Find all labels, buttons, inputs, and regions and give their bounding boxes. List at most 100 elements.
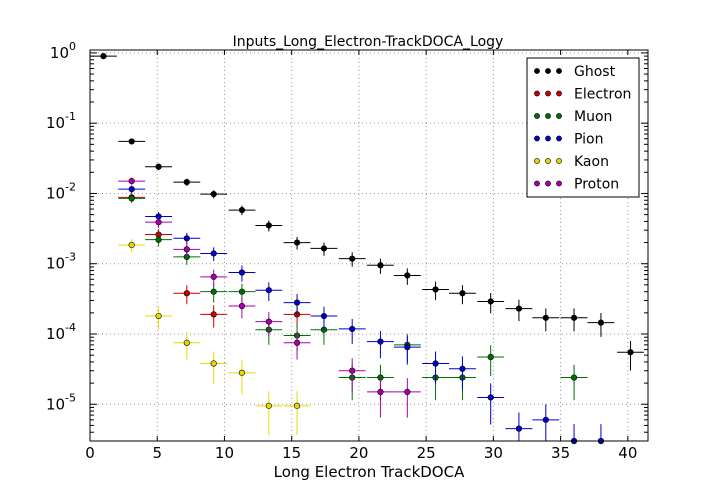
legend-item-pion: Pion (534, 132, 603, 148)
x-tick-label: 25 (417, 444, 436, 462)
data-point (404, 272, 411, 279)
y-tick-exponent: 0 (69, 40, 76, 53)
data-point (210, 190, 217, 198)
data-point (128, 186, 135, 193)
data-point (183, 339, 190, 346)
data-point (265, 287, 272, 294)
legend-marker (534, 135, 540, 142)
data-point (349, 325, 356, 333)
chart-title: Inputs_Long_Electron-TrackDOCA_Logy (233, 34, 504, 50)
data-point (542, 416, 549, 423)
data-point (128, 177, 135, 185)
data-point (293, 339, 301, 346)
data-point (597, 319, 605, 326)
series-kaon (118, 239, 311, 435)
data-point (404, 344, 411, 351)
data-point (542, 314, 549, 321)
data-point (265, 222, 272, 229)
y-tick-label: 100 (50, 40, 76, 62)
data-point (210, 360, 217, 367)
legend-marker (556, 68, 562, 74)
data-point (155, 312, 162, 320)
x-tick-label: 35 (551, 444, 570, 462)
data-point (293, 299, 301, 306)
legend-item-proton: Proton (534, 177, 619, 193)
legend-item-electron: Electron (534, 87, 631, 103)
legend-marker (545, 113, 551, 119)
legend-marker (545, 158, 551, 164)
data-point (183, 246, 190, 253)
data-point (404, 388, 411, 395)
data-point (155, 236, 162, 243)
series-ghost (90, 53, 644, 371)
y-tick-exponent: -4 (65, 321, 76, 334)
data-point (377, 262, 384, 269)
legend-marker (534, 68, 540, 74)
data-point (432, 286, 439, 293)
data-point (432, 360, 439, 367)
legend-label: Ghost (574, 64, 616, 80)
y-tick-label: 10-2 (46, 180, 76, 202)
legend-marker (556, 180, 562, 187)
x-tick-label: 0 (85, 444, 95, 462)
data-point (377, 388, 384, 395)
data-point (515, 305, 523, 312)
x-axis-title: Long Electron TrackDOCA (274, 463, 465, 481)
data-point (210, 250, 217, 257)
data-point (128, 195, 135, 202)
legend-label: Electron (574, 87, 631, 103)
data-point (377, 338, 384, 345)
legend-label: Kaon (574, 154, 609, 170)
y-tick-exponent: -1 (65, 110, 76, 123)
data-point (265, 318, 272, 325)
data-point (515, 425, 523, 432)
data-point (210, 311, 217, 318)
data-point (183, 179, 190, 186)
series-pion (118, 185, 615, 445)
legend-box (526, 57, 640, 198)
data-point (210, 288, 217, 295)
x-tick-label: 40 (618, 444, 637, 462)
series-muon (118, 194, 588, 401)
data-point (320, 245, 328, 252)
y-tick-label: 10-3 (46, 251, 76, 273)
legend-item-kaon: Kaon (534, 154, 609, 170)
y-tick-exponent: -3 (65, 251, 76, 264)
x-tick-label: 30 (484, 444, 503, 462)
x-tick-label: 20 (349, 444, 368, 462)
data-point (349, 367, 356, 374)
legend-marker (556, 158, 562, 164)
data-point (128, 241, 135, 249)
x-tick-label: 5 (152, 444, 162, 462)
legend-label: Pion (574, 132, 603, 148)
legend-marker (556, 113, 562, 119)
data-point (627, 349, 634, 356)
data-point (487, 394, 494, 401)
data-point (293, 239, 301, 246)
data-point (155, 219, 162, 226)
legend-label: Proton (574, 177, 619, 193)
legend-item-muon: Muon (534, 109, 612, 125)
data-point (459, 365, 466, 372)
plot-frame (89, 49, 649, 442)
series-layer (90, 53, 644, 445)
legend: Ghost Electron Muon Pion Kaon Proton (526, 57, 640, 198)
data-point (128, 138, 135, 145)
data-point (238, 369, 246, 376)
data-point (487, 298, 494, 305)
data-point (238, 206, 246, 214)
x-tick-label: 15 (282, 444, 301, 462)
data-point (210, 273, 217, 280)
legend-marker (556, 90, 562, 97)
y-tick-exponent: -5 (65, 391, 76, 404)
data-point (487, 353, 494, 361)
data-point (238, 302, 246, 310)
y-tick-label: 10-4 (46, 321, 76, 343)
legend-item-ghost: Ghost (534, 64, 616, 80)
y-tick-label: 10-5 (46, 391, 76, 413)
legend-marker (534, 90, 540, 97)
legend-marker (556, 135, 562, 142)
series-proton (118, 177, 421, 418)
legend-marker (545, 180, 551, 187)
